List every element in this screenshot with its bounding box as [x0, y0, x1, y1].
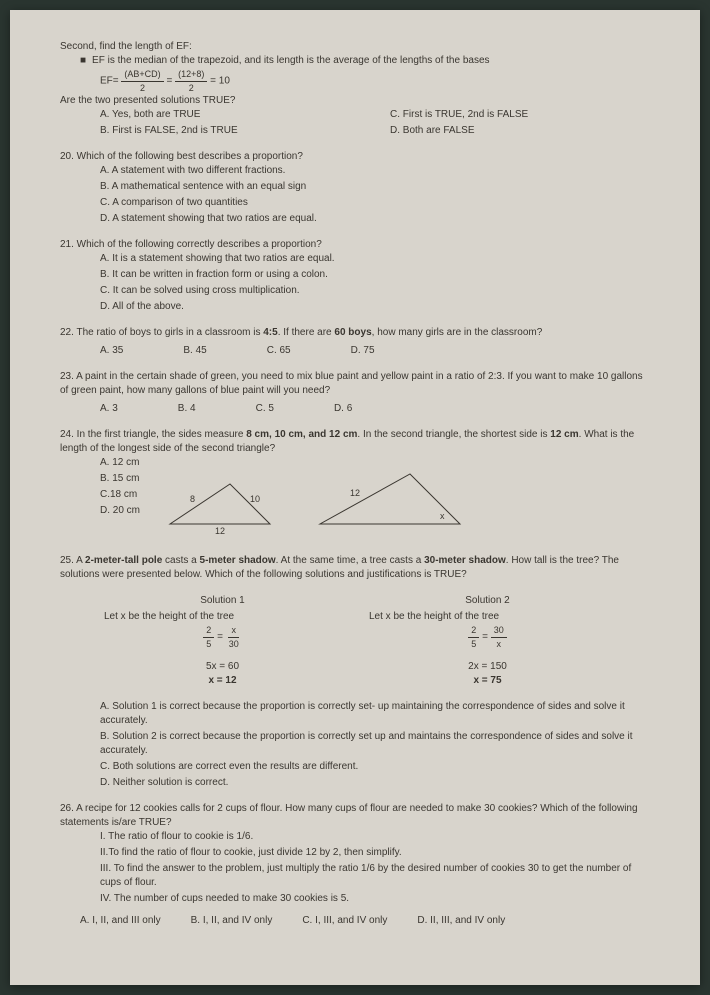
intro-optA: A. Yes, both are TRUE [100, 108, 360, 122]
q26-A: A. I, II, and III only [80, 914, 161, 928]
solution-1: Solution 1 Let x be the height of the tr… [100, 590, 345, 692]
q24-B: B. 15 cm [100, 472, 140, 486]
intro-optC: C. First is TRUE, 2nd is FALSE [390, 108, 650, 122]
q26-III: III. To find the answer to the problem, … [100, 862, 650, 890]
q25: 25. A 2-meter-tall pole casts a 5-meter … [60, 554, 650, 790]
q24-A: A. 12 cm [100, 456, 140, 470]
tri1-label-b: 10 [250, 494, 260, 504]
solution-2: Solution 2 Let x be the height of the tr… [365, 590, 610, 692]
intro-optB: B. First is FALSE, 2nd is TRUE [100, 124, 360, 138]
triangle-1: 8 10 12 [160, 474, 280, 534]
q20-text: 20. Which of the following best describe… [60, 150, 650, 164]
tri1-label-c: 12 [215, 526, 225, 534]
q21-D: D. All of the above. [100, 300, 650, 314]
q23-C: C. 5 [256, 402, 274, 416]
q23-B: B. 4 [178, 402, 196, 416]
q26-I: I. The ratio of flour to cookie is 1/6. [100, 830, 650, 844]
q23-text: 23. A paint in the certain shade of gree… [60, 370, 650, 398]
q25-text: 25. A 2-meter-tall pole casts a 5-meter … [60, 554, 650, 582]
tri2-label-a: 12 [350, 488, 360, 498]
q21-C: C. It can be solved using cross multipli… [100, 284, 650, 298]
q22: 22. The ratio of boys to girls in a clas… [60, 326, 650, 358]
triangles-diagram: 8 10 12 12 x [160, 464, 470, 534]
q25-A: A. Solution 1 is correct because the pro… [100, 700, 650, 728]
q26-II: II.To find the ratio of flour to cookie,… [100, 846, 650, 860]
q22-B: B. 45 [183, 344, 206, 358]
q26-D: D. II, III, and IV only [417, 914, 505, 928]
intro-section: Second, find the length of EF: ■ EF is t… [60, 40, 650, 138]
tri2-label-c: x [440, 511, 445, 521]
q20-B: B. A mathematical sentence with an equal… [100, 180, 650, 194]
q26-text: 26. A recipe for 12 cookies calls for 2 … [60, 802, 650, 830]
intro-bullet: EF is the median of the trapezoid, and i… [92, 54, 489, 68]
q25-B: B. Solution 2 is correct because the pro… [100, 730, 650, 758]
q22-D: D. 75 [351, 344, 375, 358]
q24-D: D. 20 cm [100, 504, 140, 518]
q21-B: B. It can be written in fraction form or… [100, 268, 650, 282]
fraction: (AB+CD) 2 [121, 68, 163, 94]
tri1-label-a: 8 [190, 494, 195, 504]
q20-C: C. A comparison of two quantities [100, 196, 650, 210]
q26-C: C. I, III, and IV only [302, 914, 387, 928]
q23-D: D. 6 [334, 402, 352, 416]
intro-formula: EF= (AB+CD) 2 = (12+8) 2 = 10 [100, 68, 650, 94]
q24-C: C.18 cm [100, 488, 140, 502]
q21-text: 21. Which of the following correctly des… [60, 238, 650, 252]
q22-C: C. 65 [267, 344, 291, 358]
q26: 26. A recipe for 12 cookies calls for 2 … [60, 802, 650, 928]
q22-text: 22. The ratio of boys to girls in a clas… [60, 326, 650, 340]
q24: 24. In the first triangle, the sides mea… [60, 428, 650, 542]
q20: 20. Which of the following best describe… [60, 150, 650, 226]
q23-A: A. 3 [100, 402, 118, 416]
worksheet-page: Second, find the length of EF: ■ EF is t… [10, 10, 700, 985]
q26-IV: IV. The number of cups needed to make 30… [100, 892, 650, 906]
intro-line1: Second, find the length of EF: [60, 40, 650, 54]
fraction: (12+8) 2 [175, 68, 207, 94]
q23: 23. A paint in the certain shade of gree… [60, 370, 650, 416]
triangle-2: 12 x [310, 464, 470, 534]
q22-A: A. 35 [100, 344, 123, 358]
bullet-icon: ■ [80, 54, 86, 68]
q20-D: D. A statement showing that two ratios a… [100, 212, 650, 226]
intro-prompt: Are the two presented solutions TRUE? [60, 94, 650, 108]
intro-optD: D. Both are FALSE [390, 124, 650, 138]
q21: 21. Which of the following correctly des… [60, 238, 650, 314]
q21-A: A. It is a statement showing that two ra… [100, 252, 650, 266]
q24-text: 24. In the first triangle, the sides mea… [60, 428, 650, 456]
q25-D: D. Neither solution is correct. [100, 776, 650, 790]
q20-A: A. A statement with two different fracti… [100, 164, 650, 178]
q25-C: C. Both solutions are correct even the r… [100, 760, 650, 774]
q26-B: B. I, II, and IV only [191, 914, 273, 928]
